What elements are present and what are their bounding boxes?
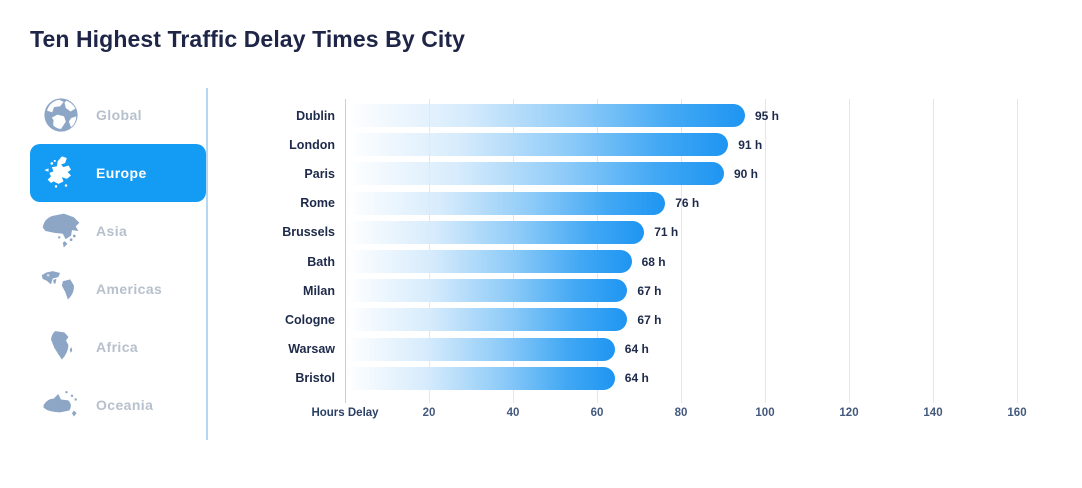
bar-row: Cologne 67 h xyxy=(285,305,1065,334)
city-label: Brussels xyxy=(282,225,335,240)
value-label: 91 h xyxy=(738,137,763,152)
x-tick-label: 40 xyxy=(506,407,520,419)
bar-row: Bath 68 h xyxy=(307,247,1065,276)
value-label: 76 h xyxy=(675,196,700,211)
sidebar-item-americas[interactable]: Americas xyxy=(30,260,206,318)
gridline xyxy=(933,99,934,403)
city-label: London xyxy=(289,137,335,152)
value-label: 67 h xyxy=(637,312,662,327)
x-tick-label: 160 xyxy=(1007,407,1027,419)
bar-row: Bristol 64 h xyxy=(295,364,1065,393)
bar-row: Rome 76 h xyxy=(300,189,1065,218)
bar-rows: Dublin 95 h London 91 h Paris 90 h Rome … xyxy=(282,101,1065,393)
city-label: Warsaw xyxy=(288,342,335,357)
sidebar-item-label: Europe xyxy=(96,165,147,181)
sidebar-item-label: Global xyxy=(96,107,142,123)
x-axis: Hours Delay 20 40 60 80 100 120 140 160 xyxy=(311,407,1026,425)
gridline xyxy=(765,99,766,403)
bar xyxy=(346,279,628,303)
traffic-delay-chart: Dublin 95 h London 91 h Paris 90 h Rome … xyxy=(230,95,1070,435)
page-title: Ten Highest Traffic Delay Times By City xyxy=(30,26,466,52)
city-label: Bristol xyxy=(295,371,335,386)
bar-row: Brussels 71 h xyxy=(282,218,1065,247)
city-label: Milan xyxy=(303,283,335,298)
x-tick-label: 80 xyxy=(674,407,688,419)
sidebar-item-label: Oceania xyxy=(96,397,154,413)
bar xyxy=(346,220,645,244)
bar xyxy=(346,366,615,390)
x-tick-label: 100 xyxy=(755,407,775,419)
x-tick-label: 20 xyxy=(422,407,436,419)
x-tick-label: 140 xyxy=(923,407,943,419)
bar xyxy=(346,249,632,273)
bar xyxy=(346,191,666,215)
sidebar-item-africa[interactable]: Africa xyxy=(30,318,206,376)
sidebar-item-europe[interactable]: Europe xyxy=(30,144,206,202)
sidebar-divider xyxy=(206,88,208,440)
value-label: 90 h xyxy=(734,166,759,181)
sidebar-item-asia[interactable]: Asia xyxy=(30,202,206,260)
bar xyxy=(346,133,729,157)
oceania-map-icon xyxy=(38,382,84,428)
sidebar-item-oceania[interactable]: Oceania xyxy=(30,376,206,434)
sidebar-item-label: Africa xyxy=(96,339,139,355)
city-label: Cologne xyxy=(285,312,335,327)
value-label: 68 h xyxy=(641,254,666,269)
value-label: 95 h xyxy=(755,108,780,123)
value-label: 71 h xyxy=(654,225,679,240)
region-sidebar: Global Europe xyxy=(30,86,206,434)
asia-map-icon xyxy=(38,208,84,254)
x-tick-label: 60 xyxy=(590,407,604,419)
bar-row: Milan 67 h xyxy=(303,276,1065,305)
gridline xyxy=(1017,99,1018,403)
city-label: Dublin xyxy=(296,108,335,123)
x-tick-label: 120 xyxy=(839,407,859,419)
x-axis-title: Hours Delay xyxy=(311,407,379,419)
sidebar-item-label: Americas xyxy=(96,281,163,297)
europe-map-icon xyxy=(38,150,84,196)
value-label: 64 h xyxy=(624,342,649,357)
gridline xyxy=(681,99,682,403)
bar xyxy=(346,104,745,127)
city-label: Rome xyxy=(300,196,335,211)
globe-icon xyxy=(38,92,84,138)
value-label: 64 h xyxy=(624,371,649,386)
sidebar-item-label: Asia xyxy=(96,223,128,239)
city-label: Paris xyxy=(304,166,335,181)
bar-row: London 91 h xyxy=(289,130,1065,159)
bar-row: Dublin 95 h xyxy=(296,101,1065,130)
gridline xyxy=(849,99,850,403)
city-label: Bath xyxy=(307,254,335,269)
americas-map-icon xyxy=(38,266,84,312)
bar-row: Warsaw 64 h xyxy=(288,335,1065,364)
africa-map-icon xyxy=(38,324,84,370)
bar xyxy=(346,162,724,186)
bar xyxy=(346,337,615,361)
bar xyxy=(346,308,628,332)
value-label: 67 h xyxy=(637,283,662,298)
sidebar-item-global[interactable]: Global xyxy=(30,86,206,144)
bar-row: Paris 90 h xyxy=(304,159,1065,188)
y-axis-line xyxy=(345,99,346,403)
